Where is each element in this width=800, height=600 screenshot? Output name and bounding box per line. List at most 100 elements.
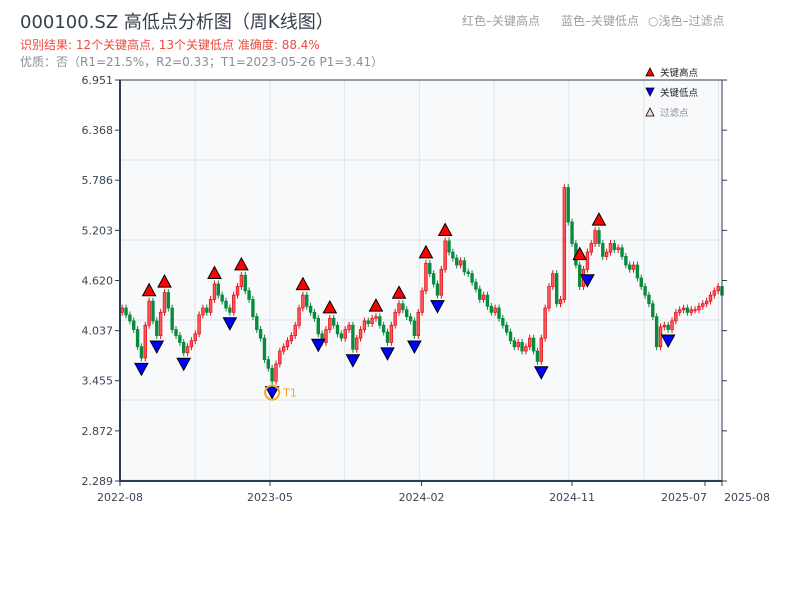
legend-label: 关键高点: [660, 67, 699, 79]
candle-body: [366, 320, 370, 324]
candle-body: [293, 324, 297, 336]
candle-body: [420, 290, 424, 313]
candle-body: [608, 243, 613, 253]
y-tick-label: 6.951: [82, 74, 114, 87]
candle-body: [685, 307, 690, 313]
key-low-marker: [660, 334, 676, 349]
key-low-marker: [176, 357, 192, 372]
candle-body: [243, 274, 247, 292]
candle-body: [278, 350, 282, 365]
candle-body: [501, 317, 505, 326]
candle-body: [416, 311, 420, 336]
candle-body: [389, 324, 394, 343]
candle-body: [239, 274, 244, 287]
candle-body: [658, 326, 663, 348]
candle-body: [716, 286, 720, 292]
candle-body: [693, 309, 697, 312]
legend-marker-triangle-up: [645, 67, 655, 77]
key-low-marker: [149, 340, 165, 355]
key-low-marker: [533, 366, 549, 380]
candle-body: [266, 359, 271, 369]
key-high-marker: [322, 299, 338, 314]
candle-body: [701, 303, 705, 307]
candle-body: [478, 288, 482, 300]
candle-body: [470, 273, 474, 283]
candle-body: [466, 271, 470, 275]
markers: T1: [134, 212, 676, 401]
candle-body: [589, 243, 593, 253]
key-high-marker: [391, 285, 407, 299]
x-tick-label: 2023-05: [247, 491, 293, 504]
candle-body: [678, 309, 682, 313]
quality-line: 优质：否（R1=21.5%，R2=0.33；T1=2023-05-26 P1=3…: [20, 55, 384, 69]
candle-body: [412, 320, 417, 336]
candle-body: [120, 307, 124, 313]
candle-body: [397, 303, 401, 313]
candle-body: [393, 311, 397, 326]
candle-body: [128, 314, 132, 322]
candle-body: [182, 342, 186, 354]
y-tick-label: 4.037: [82, 325, 114, 338]
candle-body: [166, 292, 171, 309]
candle-body: [193, 333, 197, 342]
candle-body: [662, 324, 667, 328]
candle-body: [385, 331, 390, 343]
candle-body: [670, 320, 674, 330]
candle-body: [189, 340, 194, 348]
candle-body: [162, 292, 167, 313]
x-tick-label: 2024-02: [399, 491, 445, 504]
key-low-marker: [222, 317, 238, 331]
candle-body: [328, 317, 332, 330]
legend-text-light: ○浅色–过滤点: [648, 14, 725, 28]
candle-body: [462, 260, 467, 273]
legend-label: 过滤点: [660, 107, 689, 119]
candle-body: [235, 286, 240, 296]
legend-marker-triangle-down: [645, 87, 655, 97]
chart-title: 000100.SZ 高低点分析图（周K线图）: [20, 12, 334, 33]
candle-body: [651, 303, 655, 318]
candle-body: [643, 286, 647, 296]
candle-body: [539, 337, 543, 362]
plot-area: [120, 80, 722, 481]
key-high-marker: [141, 282, 157, 297]
y-tick-label: 2.289: [82, 475, 114, 488]
candle-body: [697, 305, 701, 311]
candle-body: [585, 251, 590, 270]
candle-body: [158, 311, 163, 336]
candle-body: [547, 286, 551, 309]
t1-ring: [264, 384, 281, 401]
key-low-marker: [134, 362, 149, 377]
candle-body: [558, 299, 563, 305]
x-tick-label: 2022-08: [97, 491, 143, 504]
candle-body: [554, 273, 559, 305]
candle-body: [435, 283, 440, 296]
legend-text-blue: 蓝色–关键低点: [561, 14, 640, 28]
candle-body: [270, 367, 274, 382]
candle-body: [339, 333, 344, 339]
candle-body: [504, 324, 509, 333]
y-tick-label: 2.872: [82, 425, 114, 438]
x-tick-label: 2025-08: [724, 491, 770, 504]
candle-body: [220, 294, 224, 302]
candle-body: [132, 320, 136, 330]
candle-body: [616, 247, 620, 250]
candle-body: [205, 307, 209, 313]
candle-body: [512, 340, 517, 348]
x-tick-label: 2024-11: [549, 491, 595, 504]
candle-body: [305, 294, 309, 307]
key-low-marker: [580, 274, 595, 288]
candle-body: [381, 324, 386, 333]
key-low-marker: [345, 354, 361, 368]
candle-body: [228, 307, 232, 313]
candle-body: [212, 283, 217, 300]
y-tick-label: 5.786: [82, 174, 114, 187]
candle-body: [401, 303, 405, 311]
candle-body: [520, 342, 524, 352]
candle-body: [262, 337, 267, 361]
candle-body: [124, 307, 128, 316]
key-high-marker: [207, 265, 222, 279]
key-high-marker: [591, 212, 607, 226]
candle-body: [516, 342, 520, 348]
candle-body: [355, 337, 359, 350]
candle-body: [570, 221, 574, 244]
